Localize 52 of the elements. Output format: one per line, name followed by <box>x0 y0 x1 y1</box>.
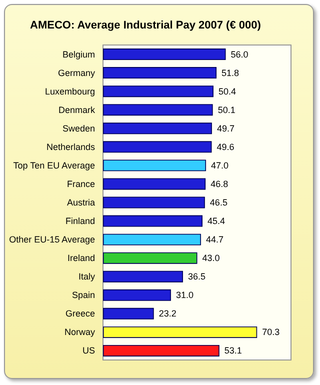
y-tick-label: Belgium <box>62 49 95 60</box>
y-tick-label: Luxembourg <box>44 86 95 96</box>
y-tick-label: Norway <box>64 327 96 338</box>
bar <box>103 344 220 356</box>
data-label: 45.4 <box>208 216 226 226</box>
y-tick-label: Greece <box>65 308 95 319</box>
bar <box>103 196 205 208</box>
bar <box>103 326 258 338</box>
data-label: 31.0 <box>176 290 194 300</box>
data-label: 49.6 <box>216 142 234 152</box>
bar <box>103 308 154 320</box>
bar <box>103 252 198 264</box>
y-tick-label: France <box>66 178 95 189</box>
data-label: 56.0 <box>230 49 248 60</box>
bar <box>103 234 201 246</box>
chart-title: AMECO: Average Industrial Pay 2007 (€ 000) <box>30 20 262 32</box>
y-tick-label: Other EU-15 Average <box>9 234 95 245</box>
bar <box>103 289 171 301</box>
data-label: 53.1 <box>224 346 242 356</box>
y-tick-label: Netherlands <box>46 142 96 152</box>
y-tick-label: Finland <box>65 216 95 226</box>
data-label: 70.3 <box>262 327 280 338</box>
bar <box>103 86 214 98</box>
data-label: 50.4 <box>218 86 236 96</box>
data-label: 36.5 <box>188 272 206 282</box>
bar <box>103 141 212 153</box>
y-tick-label: Ireland <box>67 253 95 264</box>
data-label: 46.8 <box>210 178 228 189</box>
bar <box>103 215 203 227</box>
bar <box>103 48 226 60</box>
y-tick-label: Top Ten EU Average <box>13 160 95 170</box>
data-label: 49.7 <box>216 123 234 134</box>
y-tick-label: Austria <box>66 198 95 208</box>
bar <box>103 104 213 116</box>
bar <box>103 122 212 134</box>
bar <box>103 67 217 79</box>
data-label: 47.0 <box>211 160 229 170</box>
bar <box>103 178 206 190</box>
y-tick-label: Italy <box>78 272 96 282</box>
y-tick-label: Spain <box>72 290 95 300</box>
bar <box>103 270 184 282</box>
data-label: 43.0 <box>202 253 220 264</box>
data-label: 23.2 <box>158 308 176 319</box>
data-label: 50.1 <box>218 104 236 115</box>
bar <box>103 160 206 172</box>
y-tick-label: US <box>82 346 95 356</box>
y-tick-label: Germany <box>58 68 96 78</box>
data-label: 46.5 <box>210 198 228 208</box>
y-tick-label: Sweden <box>62 123 95 134</box>
data-label: 51.8 <box>222 68 240 78</box>
data-label: 44.7 <box>206 234 224 245</box>
y-tick-label: Denmark <box>58 104 96 115</box>
